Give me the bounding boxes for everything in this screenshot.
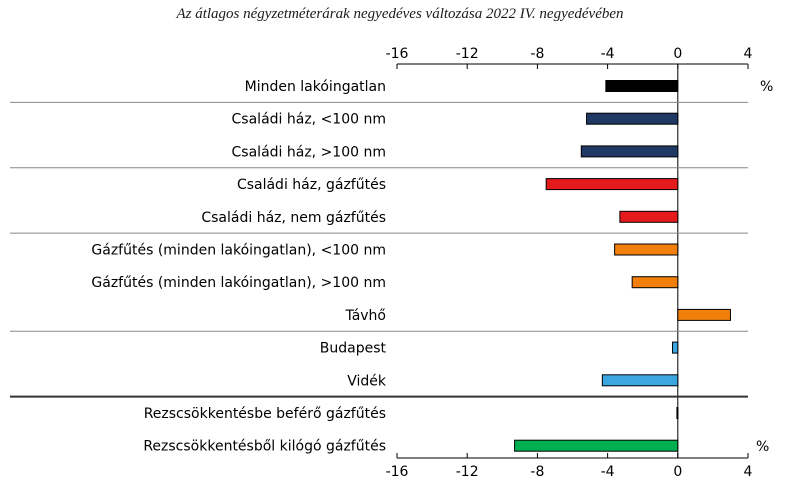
category-label: Budapest [320, 341, 387, 357]
group-separators [10, 64, 748, 458]
category-label: Minden lakóingatlan [245, 79, 386, 95]
chart-title: Az átlagos négyzetméterárak negyedéves v… [176, 6, 624, 22]
category-label: Családi ház, >100 nm [232, 144, 386, 160]
category-label: Rezscsökkentésből kilógó gázfűtés [143, 439, 386, 455]
unit-label-top: % [760, 79, 773, 95]
bottom-tick-label: 0 [673, 464, 682, 480]
bars [514, 80, 731, 452]
bottom-tick-label: -12 [456, 464, 479, 480]
bar [672, 341, 679, 354]
bottom-tick-label: -16 [386, 464, 409, 480]
bar [631, 276, 679, 289]
top-tick-label: 0 [673, 46, 682, 62]
category-label: Rezscsökkentésbe beférő gázfűtés [144, 406, 386, 422]
category-label: Gázfűtés (minden lakóingatlan), <100 nm [91, 243, 386, 259]
bar [580, 145, 679, 158]
category-label: Gázfűtés (minden lakóingatlan), >100 nm [91, 275, 386, 291]
bottom-tick-label: -4 [601, 464, 615, 480]
bar [677, 308, 731, 321]
bar [586, 112, 679, 125]
bar [605, 80, 679, 92]
category-label: Vidék [347, 373, 387, 389]
unit-label-bottom: % [756, 439, 769, 455]
top-tick-label: -12 [456, 46, 479, 62]
top-tick-label: -16 [386, 46, 409, 62]
top-tick-label: 4 [744, 46, 753, 62]
bar [545, 178, 679, 191]
bottom-tick-label: -8 [530, 464, 544, 480]
category-label: Családi ház, <100 nm [232, 112, 386, 128]
bottom-axis: -16 -12 -8 -4 0 4 [386, 453, 753, 480]
bar [514, 439, 679, 452]
bar [619, 210, 679, 223]
bar [676, 407, 679, 419]
bar [614, 243, 679, 256]
top-tick-label: -4 [601, 46, 615, 62]
bottom-tick-label: 4 [744, 464, 753, 480]
top-axis: -16 -12 -8 -4 0 4 [386, 46, 753, 69]
category-label: Távhő [344, 308, 386, 324]
category-label: Családi ház, nem gázfűtés [201, 210, 386, 226]
top-tick-label: -8 [530, 46, 544, 62]
category-labels: Minden lakóingatlan Családi ház, <100 nm C… [91, 79, 386, 455]
category-label: Családi ház, gázfűtés [237, 177, 386, 193]
bar [601, 374, 679, 387]
